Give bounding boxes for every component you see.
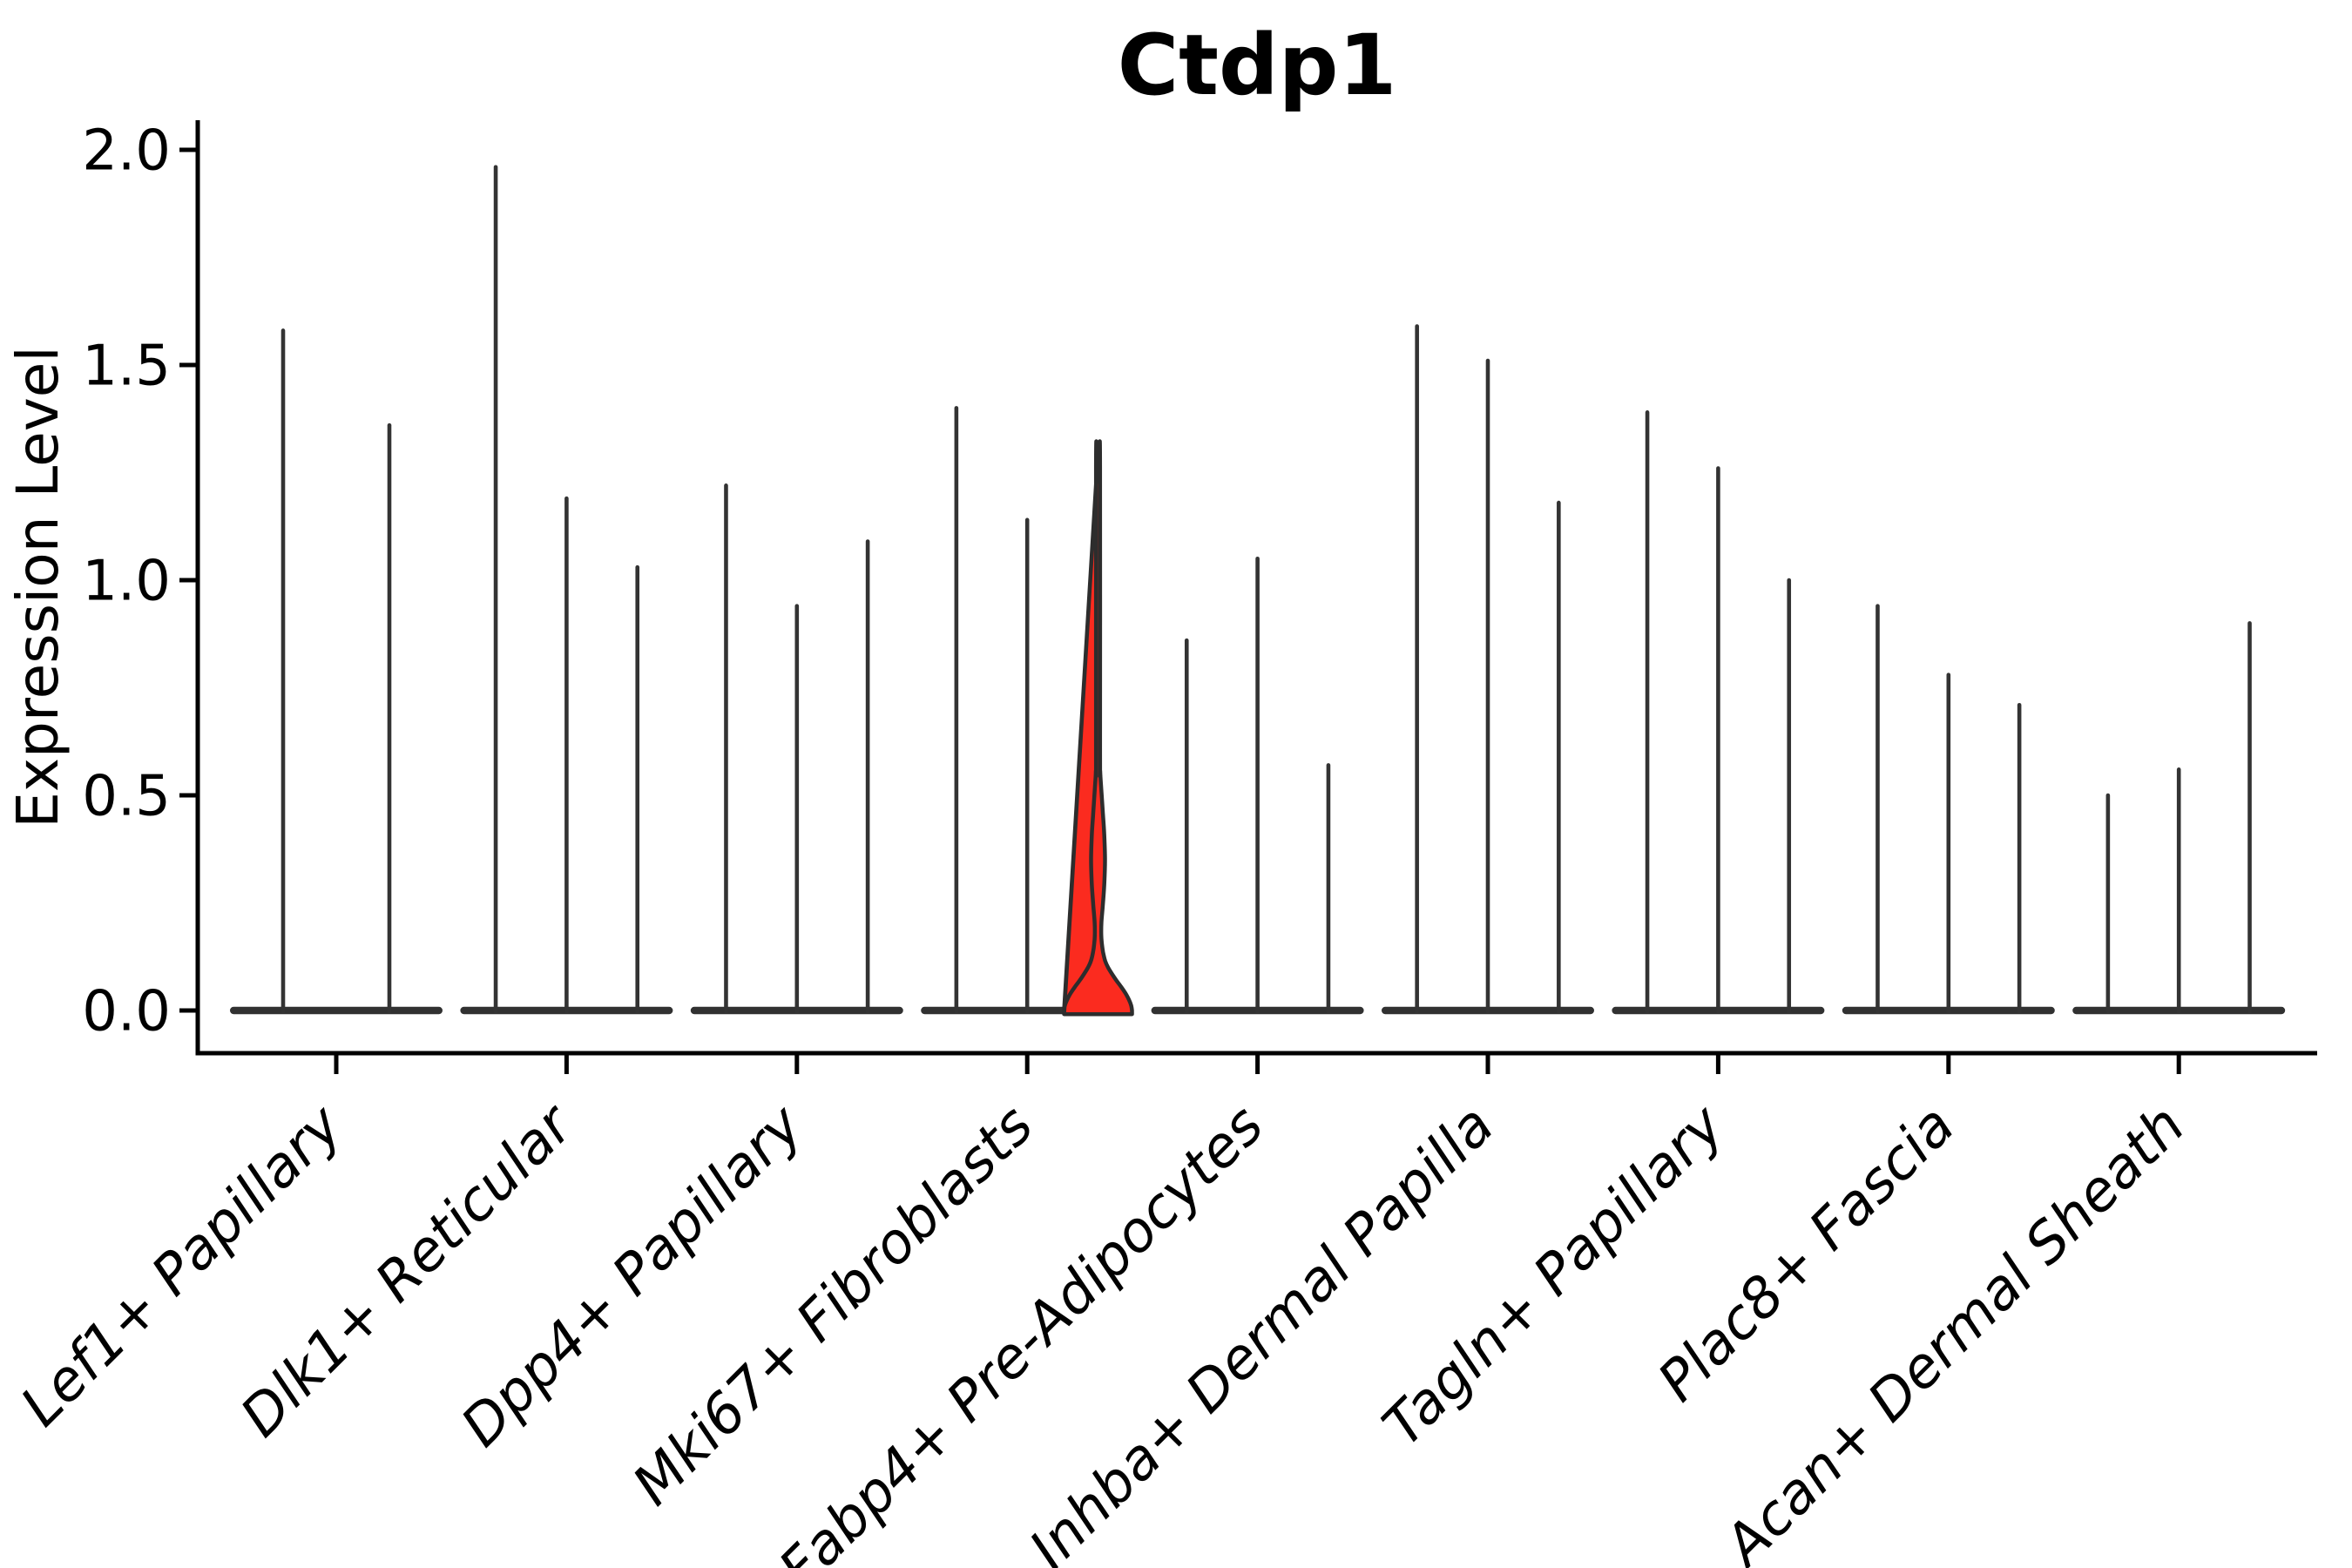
y-tick-label: 1.5	[82, 334, 171, 398]
highlight-violin	[1062, 439, 1134, 1017]
violin-group	[2072, 621, 2286, 1015]
violin-group	[230, 328, 443, 1015]
y-tick-label: 0.5	[82, 764, 171, 828]
violin-group	[1151, 556, 1364, 1015]
violin-group	[1842, 604, 2055, 1015]
violin-group	[1382, 324, 1594, 1015]
violin-group	[1612, 410, 1825, 1015]
y-tick-label: 1.0	[82, 549, 171, 613]
x-tick-label: Mki67+ Fibroblasts	[621, 1093, 1046, 1518]
violin-group	[460, 165, 673, 1015]
chart-title: Ctdp1	[1118, 17, 1397, 114]
y-axis-ticks: 0.0 0.5 1.0 1.5 2.0	[82, 118, 198, 1044]
violin-group	[690, 483, 903, 1015]
y-tick-label: 2.0	[82, 118, 171, 183]
violins	[230, 165, 2286, 1017]
y-axis-label: Expression Level	[4, 346, 71, 828]
x-tick-label: Inhba+ Dermal Papilla	[1017, 1093, 1506, 1568]
violin-base	[230, 1006, 443, 1015]
x-tick-label: Acan+ Dermal Sheath	[1710, 1093, 2197, 1568]
violin-group	[921, 406, 1134, 1017]
y-tick-label: 0.0	[82, 979, 171, 1044]
